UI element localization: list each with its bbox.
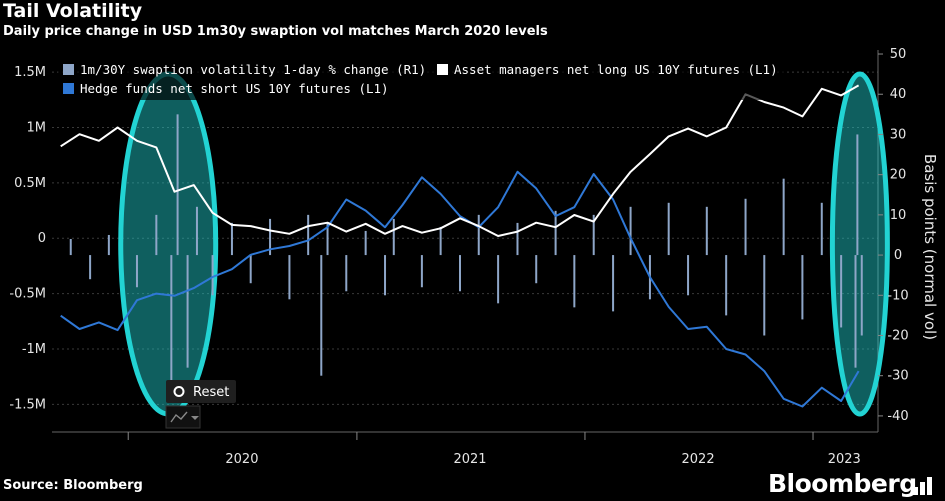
reset-icon [173,386,185,397]
right-tick-label: 50 [890,47,907,62]
reset-button[interactable]: Reset [166,380,236,403]
bloomberg-bars-icon [913,475,937,495]
highlight-layer [118,71,890,417]
swaption-bar [288,255,291,300]
swaption-bar [705,206,708,256]
swaption-bar [840,255,843,328]
legend-label-hedge-funds: Hedge funds net short US 10Y futures (L1… [80,81,389,96]
left-tick-label: 0 [38,231,46,246]
swaption-bar [69,238,72,256]
swaption-bar [516,222,519,256]
legend-swatch-hedge-funds [63,83,74,94]
swaption-bar [856,134,859,256]
x-tick-label: 2022 [682,452,715,467]
swaption-bar [667,202,670,256]
swaption-bar [629,206,632,256]
x-tick-label: 2021 [453,452,486,467]
swaption-bar [744,198,747,256]
swaption-bar [364,230,367,256]
swaption-bar [535,255,538,284]
legend-item-hedge-funds[interactable]: Hedge funds net short US 10Y futures (L1… [63,81,389,96]
swaption-bar [155,214,158,256]
swaption-bar [135,255,138,288]
right-axis-label: Basis points (normal vol) [921,154,939,340]
swaption-bar [592,214,595,256]
right-tick-label: 30 [890,127,907,142]
swaption-bar [249,255,252,284]
swaption-bar [384,255,387,296]
swaption-bar [573,255,576,308]
left-tick-label: 1.5M [14,65,46,80]
right-tick-label: -40 [887,409,908,424]
swaption-bar [230,222,233,256]
right-axis: -40 -30 -20 -10 0 10 20 30 40 50 [878,47,909,424]
swaption-bar [554,210,557,256]
right-tick-label: -30 [887,369,908,384]
chart-title: Tail Volatility [3,0,143,22]
x-tick-label: 2023 [828,452,861,467]
swaption-bar [186,255,189,368]
swaption-bar [89,255,92,280]
right-tick-label: -10 [887,288,908,303]
swaption-bar [170,255,173,388]
right-tick-label: 20 [890,168,907,183]
swaption-bar [211,255,214,296]
swaption-bar [326,222,329,256]
swaption-bar [345,255,348,292]
swaption-bar [269,218,272,256]
swaption-bar [307,214,310,256]
highlight-ellipse-1 [118,71,219,417]
left-tick-label: -1.5M [9,397,46,412]
left-tick-label: 0.5M [14,176,46,191]
swaption-bar [782,178,785,256]
series-lines [60,84,860,408]
swaption-bar [687,255,690,296]
chart: -1.5M -1M -0.5M 0 0.5M 1M 1.5M -40 -30 -20 -10 0 10… [9,47,939,467]
swaption-bar [459,255,462,292]
left-tick-label: -1M [22,342,46,357]
x-tick-label: 2020 [225,452,258,467]
swaption-bar [477,214,480,256]
right-tick-label: -20 [887,328,908,343]
swaption-bar [195,206,198,256]
chevron-down-icon [191,416,199,420]
swaption-bar [612,255,615,312]
line-chart-icon [170,411,188,423]
right-tick-label: 10 [890,208,907,223]
left-tick-label: -0.5M [9,287,46,302]
hedge-funds-line [60,170,860,408]
legend-label-asset-managers: Asset managers net long US 10Y futures (… [454,62,778,77]
legend-item-asset-managers[interactable]: Asset managers net long US 10Y futures (… [437,62,778,77]
swaption-bar [860,255,863,336]
legend-swatch-asset-managers [437,64,448,75]
swaption-bar [820,202,823,256]
asset-managers-line [60,84,860,237]
swaption-bar [497,255,500,304]
right-tick-label: 0 [894,248,902,263]
swaption-bar [392,218,395,256]
x-axis: 2020 2021 2022 2023 [127,432,861,467]
swaption-bar [420,255,423,288]
swaption-bar [725,255,728,316]
right-tick-label: 40 [890,87,907,102]
swaption-bar [107,234,110,256]
bloomberg-logo: Bloomberg [768,469,917,498]
chart-type-dropdown[interactable] [165,405,201,429]
source-note: Source: Bloomberg [3,478,143,493]
highlight-ellipse-2 [829,71,890,417]
legend-label-swaption: 1m/30Y swaption volatility 1-day % chang… [80,62,426,77]
legend: 1m/30Y swaption volatility 1-day % chang… [58,58,786,100]
swaption-bar [763,255,766,336]
reset-label: Reset [193,385,229,400]
swaption-bar [854,255,857,368]
left-tick-label: 1M [27,121,47,136]
swaption-bar [439,226,442,256]
legend-swatch-swaption [63,64,74,75]
left-axis: -1.5M -1M -0.5M 0 0.5M 1M 1.5M [9,65,46,412]
swaption-bar [801,255,804,320]
chart-subtitle: Daily price change in USD 1m30y swaption… [3,24,548,39]
legend-item-swaption[interactable]: 1m/30Y swaption volatility 1-day % chang… [63,62,426,77]
swaption-bar [320,255,323,376]
swaption-bar [176,114,179,256]
